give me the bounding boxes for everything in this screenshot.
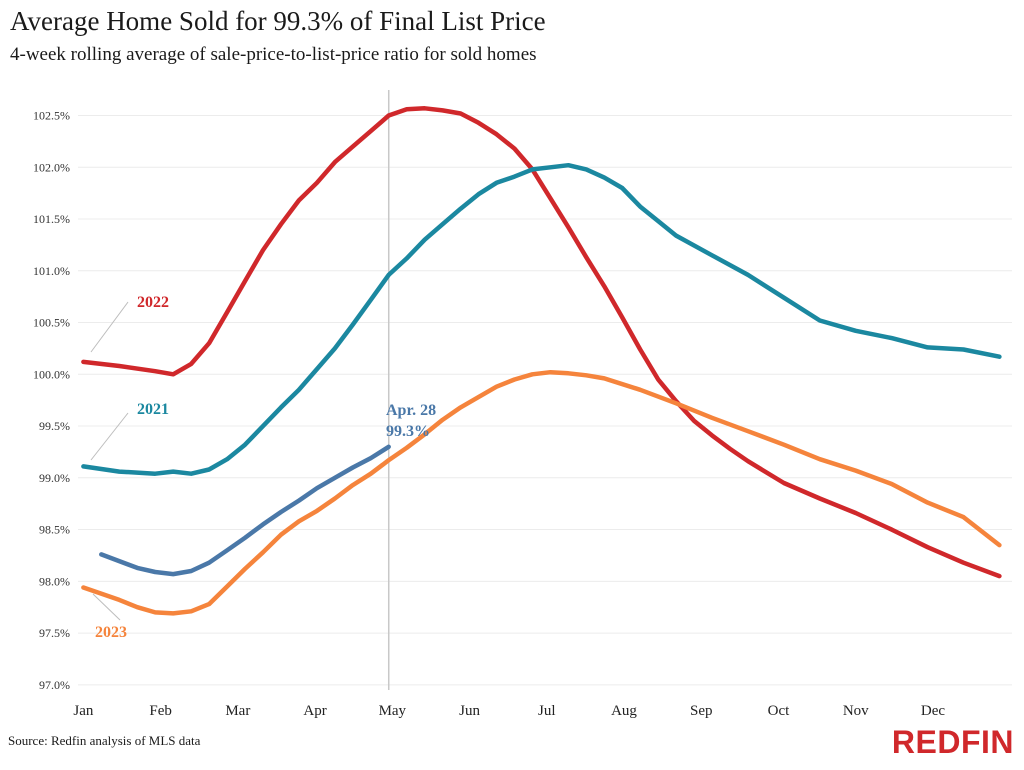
- grid-layer: [78, 115, 1012, 686]
- y-tick-label: 101.0%: [33, 264, 70, 278]
- y-tick-label: 97.5%: [39, 626, 70, 640]
- y-tick-label: 100.0%: [33, 367, 70, 381]
- label-leader-2021: [90, 412, 129, 461]
- x-tick-label: Jun: [459, 703, 480, 719]
- callout-date: Apr. 28: [386, 402, 436, 419]
- annotation-layer: 2022 2021 2023 Apr. 28 99.3%: [90, 294, 436, 641]
- x-tick-label: Oct: [768, 703, 790, 719]
- y-tick-label: 99.0%: [39, 471, 70, 485]
- y-tick-label: 98.5%: [39, 523, 70, 537]
- y-tick-label: 97.0%: [39, 678, 70, 692]
- series-layer: [81, 106, 1002, 616]
- series-label-2022: 2022: [137, 294, 169, 311]
- y-tick-label: 98.0%: [39, 574, 70, 588]
- label-leader-2023: [92, 593, 121, 621]
- x-tick-label: Jul: [538, 703, 556, 719]
- y-tick-label: 101.5%: [33, 212, 70, 226]
- y-tick-label: 102.0%: [33, 160, 70, 174]
- x-axis-ticks: Jan Feb Mar Apr May Jun Jul Aug Sep Oct Nov Dec: [73, 703, 945, 719]
- source-note: Source: Redfin analysis of MLS data: [8, 733, 201, 748]
- series-line-2022: [81, 106, 1002, 579]
- x-tick-label: May: [379, 703, 407, 719]
- label-leader-2022: [90, 301, 129, 353]
- series-label-2021: 2021: [137, 401, 169, 418]
- y-tick-label: 100.5%: [33, 316, 70, 330]
- y-tick-label: 102.5%: [33, 109, 70, 123]
- x-tick-label: Aug: [611, 703, 637, 719]
- callout-value: 99.3%: [386, 423, 430, 440]
- chart-subtitle: 4-week rolling average of sale-price-to-…: [10, 44, 537, 65]
- x-tick-label: Apr: [303, 703, 326, 719]
- x-tick-label: Mar: [225, 703, 250, 719]
- x-tick-label: Feb: [149, 703, 172, 719]
- y-axis-ticks: 97.0% 97.5% 98.0% 98.5% 99.0% 99.5% 100.0% 100.…: [33, 109, 70, 692]
- series-line-2021: [81, 162, 1002, 476]
- series-line-2023: [81, 369, 1002, 616]
- redfin-logo: REDFIN: [891, 724, 1014, 760]
- x-tick-label: Jan: [73, 703, 93, 719]
- series-label-2023: 2023: [95, 624, 127, 641]
- x-tick-label: Sep: [690, 703, 713, 719]
- chart-title: Average Home Sold for 99.3% of Final Lis…: [10, 6, 546, 36]
- x-tick-label: Dec: [921, 703, 945, 719]
- y-tick-label: 99.5%: [39, 419, 70, 433]
- series-line-2023-ytd: [99, 444, 391, 577]
- x-tick-label: Nov: [843, 703, 869, 719]
